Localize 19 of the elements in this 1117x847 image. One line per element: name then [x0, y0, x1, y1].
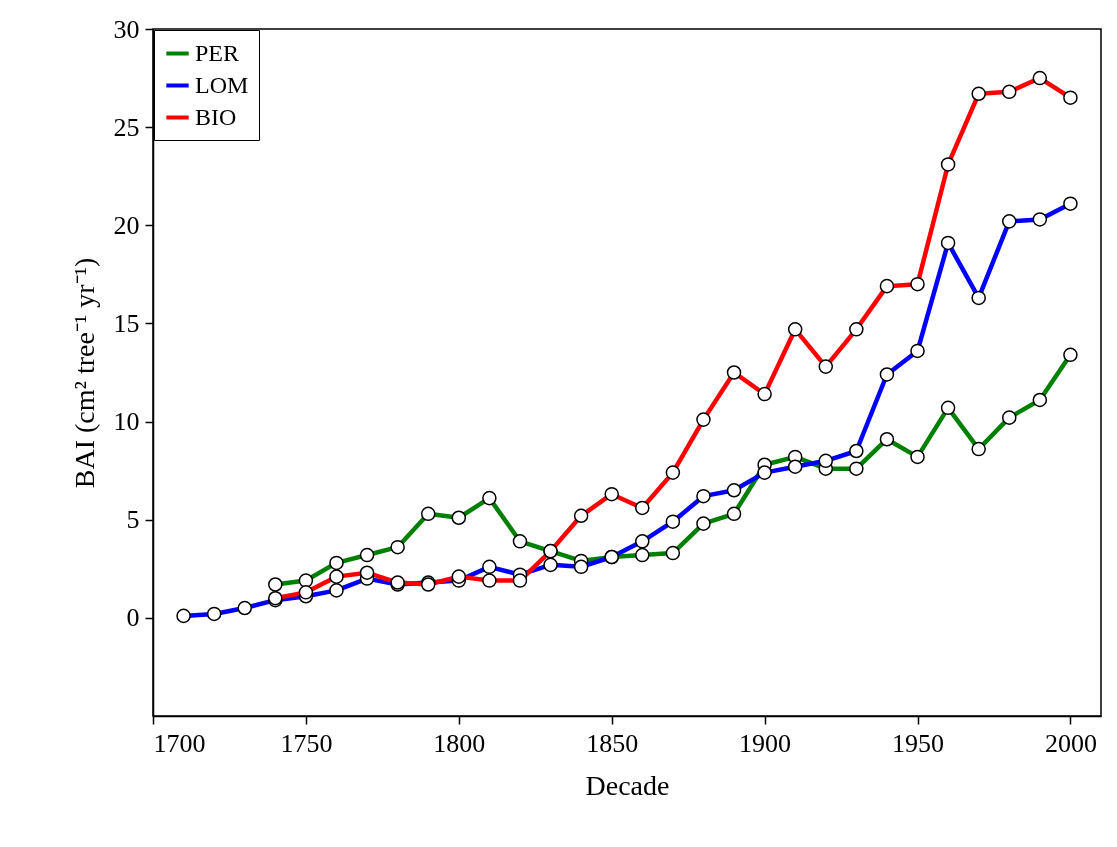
y-tick-label: 5 [126, 505, 140, 535]
x-tick-label: 1900 [739, 728, 792, 758]
x-tick-label: 1800 [433, 728, 486, 758]
y-tick-label: 25 [113, 112, 140, 142]
x-tick-label: 1850 [586, 728, 639, 758]
y-tick-label: 30 [113, 14, 140, 44]
legend-label: BIO [195, 103, 237, 130]
y-tick-label: 15 [113, 308, 140, 338]
x-axis-title: Decade [585, 769, 670, 801]
x-tick-label: 1950 [892, 728, 945, 758]
legend-label: LOM [195, 71, 249, 98]
y-tick-label: 10 [113, 407, 140, 437]
x-tick-label: 1750 [280, 728, 333, 758]
y-tick-label: 20 [113, 210, 140, 240]
x-tick-label: 2000 [1044, 728, 1097, 758]
y-axis-title: BAI (cm² tree⁻¹ yr⁻¹) [68, 257, 100, 489]
legend-label: PER [195, 39, 240, 66]
x-tick-label: 1700 [153, 728, 206, 758]
y-tick-label: 0 [126, 603, 140, 633]
